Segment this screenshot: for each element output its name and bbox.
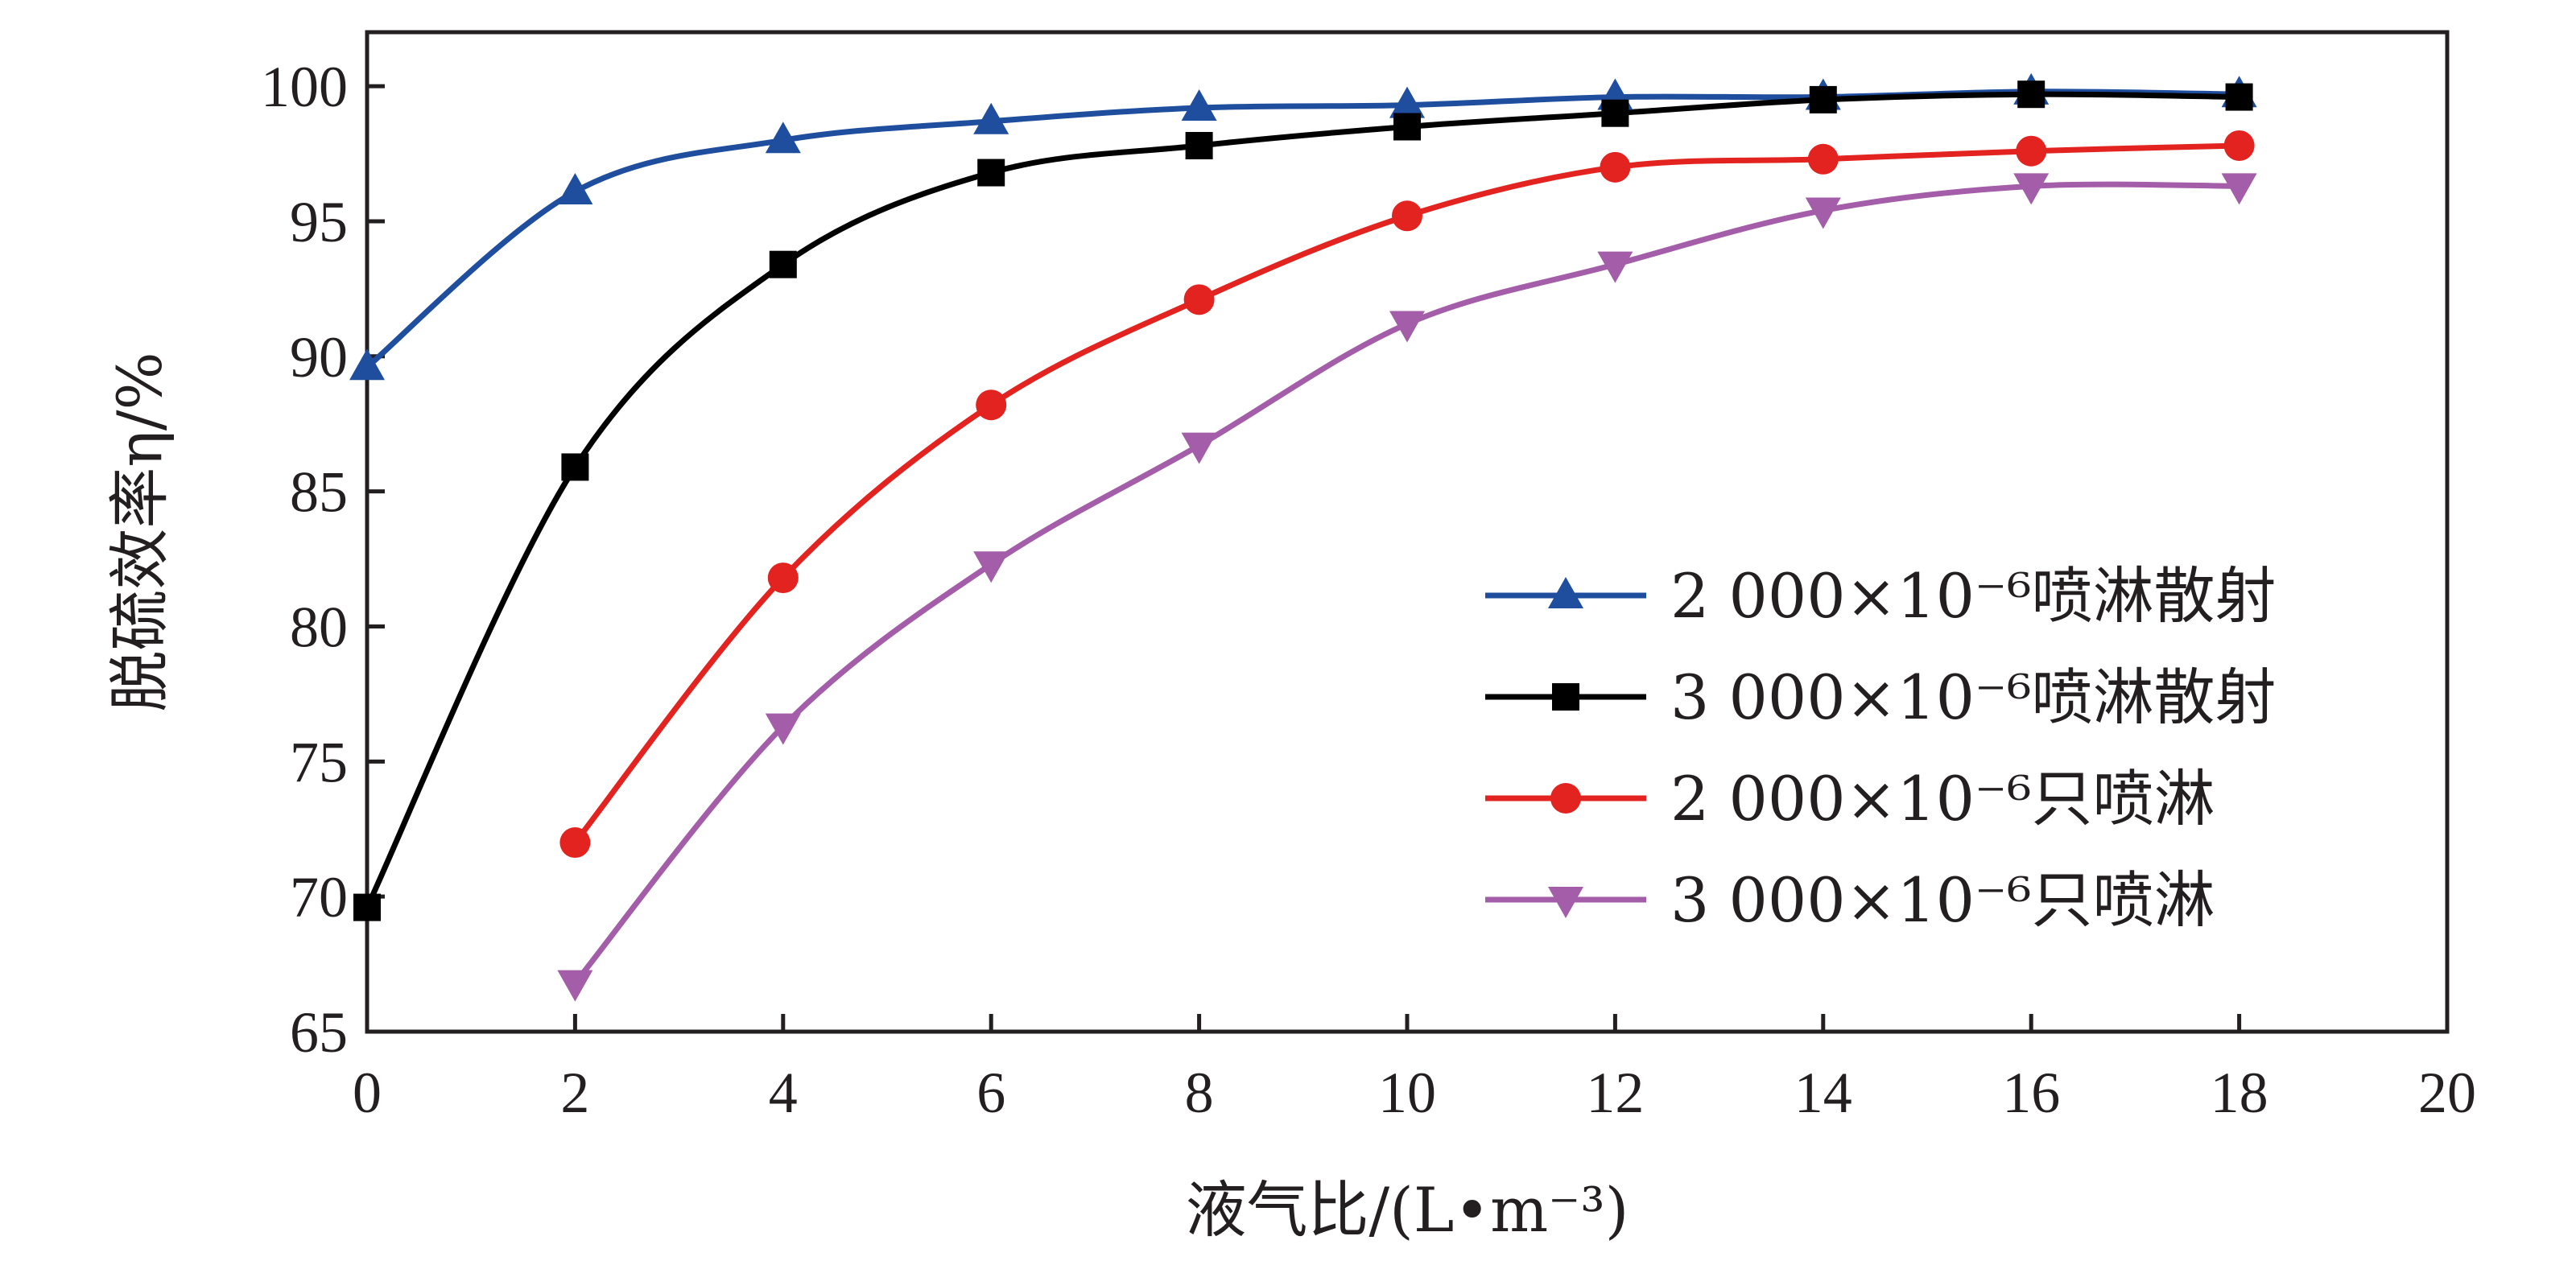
legend-label-3: 2 000×10⁻⁶只喷淋	[1670, 763, 2215, 834]
x-tick-label: 0	[353, 1061, 382, 1125]
data-point-series-1	[1181, 89, 1217, 121]
x-tick-label: 10	[1378, 1061, 1436, 1125]
data-point-series-4	[2221, 173, 2257, 205]
y-tick-label: 65	[290, 1000, 348, 1065]
data-point-series-2	[1393, 113, 1421, 141]
x-tick-label: 16	[2002, 1061, 2060, 1125]
x-tick-label: 18	[2211, 1061, 2268, 1125]
data-point-series-2	[977, 159, 1005, 187]
data-point-series-3	[1392, 200, 1422, 232]
data-point-series-1	[557, 173, 593, 205]
data-point-series-2	[1601, 99, 1629, 127]
data-point-series-2	[2225, 83, 2253, 111]
y-tick-label: 100	[261, 55, 348, 119]
legend-label-4: 3 000×10⁻⁶只喷淋	[1670, 864, 2215, 936]
legend-marker-4	[1548, 887, 1583, 918]
data-point-series-3	[1600, 151, 1631, 183]
data-point-series-4	[2013, 173, 2050, 205]
data-point-series-3	[1807, 143, 1839, 175]
legend-marker-2	[1552, 683, 1579, 711]
x-tick-label: 12	[1586, 1061, 1644, 1125]
y-axis-title: 脱硫效率η/%	[104, 352, 175, 711]
x-tick-label: 2	[560, 1061, 589, 1125]
data-point-series-1	[973, 102, 1009, 134]
data-point-series-2	[1185, 131, 1213, 159]
x-tick-label: 8	[1185, 1061, 1214, 1125]
series-line-3	[572, 142, 2240, 845]
y-tick-label: 90	[290, 325, 348, 389]
legend-marker-1	[1548, 577, 1583, 608]
x-tick-label: 20	[2418, 1061, 2476, 1125]
data-point-series-4	[557, 970, 593, 1002]
x-tick-label: 4	[769, 1061, 798, 1125]
data-point-series-2	[2017, 80, 2046, 109]
data-point-series-4	[1805, 197, 1841, 229]
y-tick-label: 95	[290, 190, 348, 254]
data-point-series-2	[561, 453, 589, 481]
data-point-series-2	[769, 250, 797, 278]
legend-label-1: 2 000×10⁻⁶喷淋散射	[1670, 560, 2277, 632]
data-point-series-1	[765, 122, 801, 154]
series-line-2	[364, 91, 2240, 909]
data-point-series-3	[1183, 284, 1215, 315]
y-tick-label: 80	[290, 595, 348, 659]
data-point-series-2	[1809, 85, 1837, 113]
y-tick-label: 75	[290, 730, 348, 794]
data-point-series-4	[1181, 432, 1217, 464]
data-point-series-3	[976, 389, 1007, 421]
x-axis-title: 液气比/(L•m⁻³)	[1186, 1174, 1629, 1246]
data-point-series-3	[2223, 130, 2255, 161]
data-point-series-3	[2016, 135, 2047, 167]
legend-label-2: 3 000×10⁻⁶喷淋散射	[1670, 661, 2277, 733]
data-point-series-1	[1389, 86, 1425, 118]
legend: 2 000×10⁻⁶喷淋散射 3 000×10⁻⁶喷淋散射 2 000×10⁻⁶只喷…	[1485, 560, 2277, 936]
data-point-series-3	[559, 827, 591, 859]
y-tick-label: 70	[290, 865, 348, 929]
series-line-4	[572, 181, 2240, 985]
data-point-series-4	[1389, 311, 1425, 343]
data-point-series-2	[353, 893, 381, 921]
data-point-series-3	[767, 562, 799, 594]
data-point-series-4	[765, 713, 801, 745]
data-point-series-4	[973, 551, 1009, 583]
x-tick-label: 6	[976, 1061, 1005, 1125]
y-tick-label: 85	[290, 460, 348, 525]
legend-marker-3	[1550, 783, 1581, 814]
data-point-series-1	[349, 348, 385, 381]
x-tick-label: 14	[1794, 1061, 1852, 1125]
data-point-series-4	[1597, 251, 1633, 283]
